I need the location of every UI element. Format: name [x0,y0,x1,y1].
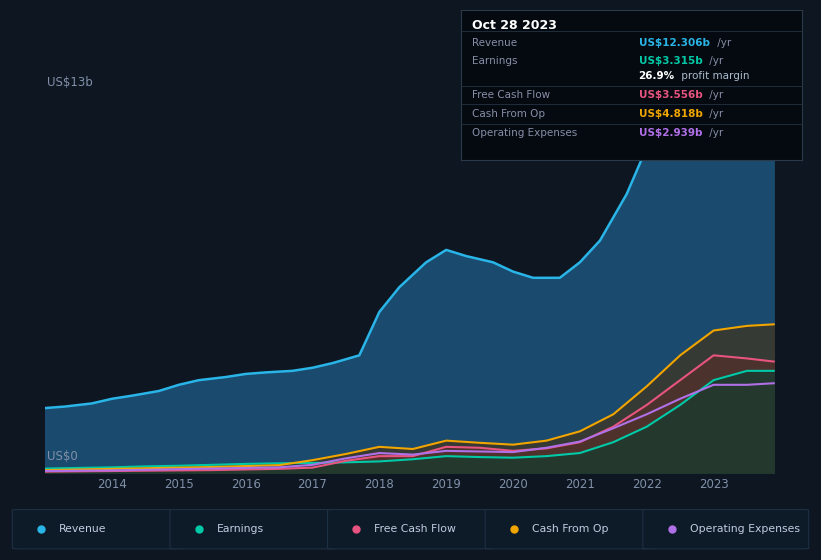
Text: /yr: /yr [706,109,723,119]
FancyBboxPatch shape [12,510,178,549]
FancyBboxPatch shape [485,510,651,549]
Text: Oct 28 2023: Oct 28 2023 [471,19,557,32]
Text: Revenue: Revenue [471,38,516,48]
Text: /yr: /yr [706,128,723,138]
Text: Operating Expenses: Operating Expenses [690,524,800,534]
Text: US$13b: US$13b [47,76,93,89]
Text: /yr: /yr [706,90,723,100]
FancyBboxPatch shape [328,510,493,549]
Text: US$0: US$0 [47,450,77,463]
Text: US$3.556b: US$3.556b [639,90,702,100]
Text: Earnings: Earnings [471,57,517,66]
Text: Operating Expenses: Operating Expenses [471,128,577,138]
Text: /yr: /yr [713,38,731,48]
Text: Cash From Op: Cash From Op [532,524,608,534]
Text: 26.9%: 26.9% [639,71,675,81]
Text: US$4.818b: US$4.818b [639,109,703,119]
Text: Revenue: Revenue [59,524,107,534]
Text: profit margin: profit margin [678,71,750,81]
Text: US$12.306b: US$12.306b [639,38,709,48]
Text: Free Cash Flow: Free Cash Flow [471,90,550,100]
FancyBboxPatch shape [643,510,809,549]
Text: US$3.315b: US$3.315b [639,57,702,66]
Text: /yr: /yr [706,57,723,66]
Text: Free Cash Flow: Free Cash Flow [374,524,456,534]
Text: Cash From Op: Cash From Op [471,109,544,119]
Text: Earnings: Earnings [217,524,264,534]
FancyBboxPatch shape [170,510,336,549]
Text: US$2.939b: US$2.939b [639,128,702,138]
